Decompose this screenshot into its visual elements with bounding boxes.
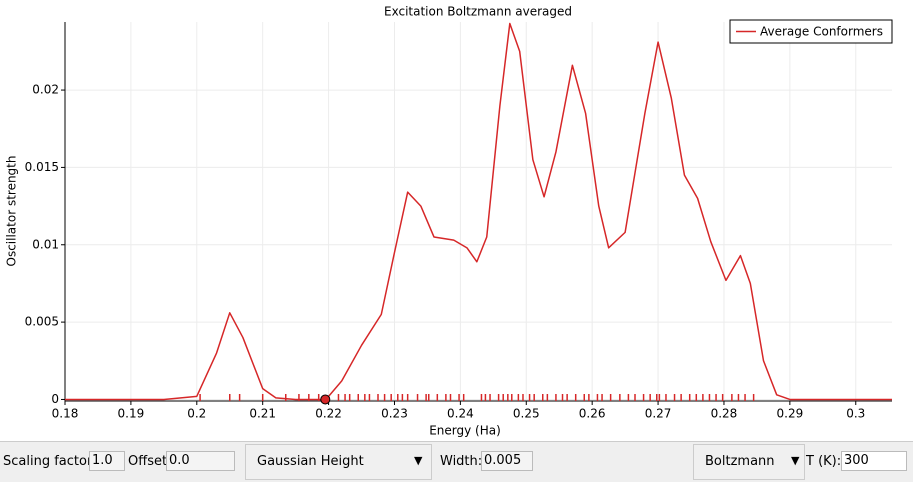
scaling-input[interactable]: 1.0 (89, 451, 125, 471)
dropdown-text: Gaussian Height (257, 454, 364, 469)
chart-title: Excitation Boltzmann averaged (384, 5, 572, 19)
x-tick-label: 0.27 (645, 407, 672, 421)
dropdown-arrow: ▼ (791, 454, 800, 467)
x-tick-label: 0.3 (846, 407, 865, 421)
x-tick-label: 0.24 (447, 407, 474, 421)
x-tick-label: 0.2 (187, 407, 206, 421)
y-tick-label: 0.005 (25, 315, 59, 329)
x-tick-label: 0.18 (52, 407, 79, 421)
label: Offset: (128, 454, 172, 469)
x-tick-label: 0.19 (118, 407, 145, 421)
chart: Excitation Boltzmann averaged Energy (Ha… (5, 5, 893, 438)
line (65, 22, 892, 401)
y-tick-label: 0.02 (32, 83, 59, 97)
x-tick-label: 0.26 (579, 407, 606, 421)
offset-input[interactable]: 0.0 (166, 451, 235, 471)
weighting-dropdown[interactable]: Boltzmann ▼ (693, 444, 805, 480)
temp-input[interactable]: 300 (841, 451, 907, 471)
x-tick-label: 0.22 (315, 407, 342, 421)
y-axis-label: Oscillator strength (5, 156, 19, 267)
width-input[interactable]: 0.005 (481, 451, 533, 471)
x-tick-label: 0.28 (711, 407, 738, 421)
x-tick-label: 0.25 (513, 407, 540, 421)
x-tick-label: 0.21 (249, 407, 276, 421)
dropdown-arrow: ▼ (414, 454, 423, 467)
label: T (K): (806, 454, 842, 469)
x-tick-label: 0.29 (777, 407, 804, 421)
label: Width: (440, 454, 483, 469)
label: Scaling factor: (3, 454, 97, 469)
x-axis-label: Energy (Ha) (429, 424, 501, 438)
y-tick-label: 0 (51, 392, 59, 406)
y-tick-label: 0.015 (25, 160, 59, 174)
y-tick-label: 0.01 (32, 237, 59, 251)
marker (320, 394, 331, 405)
control-bar: Scaling factor: 1.0 Offset: 0.0 Gaussian… (0, 441, 913, 482)
x-tick-label: 0.23 (381, 407, 408, 421)
dropdown-text: Boltzmann (705, 454, 775, 469)
legend-label: Average Conformers (760, 25, 883, 39)
mode-dropdown[interactable]: Gaussian Height ▼ (245, 444, 432, 480)
legend-box (729, 19, 893, 44)
